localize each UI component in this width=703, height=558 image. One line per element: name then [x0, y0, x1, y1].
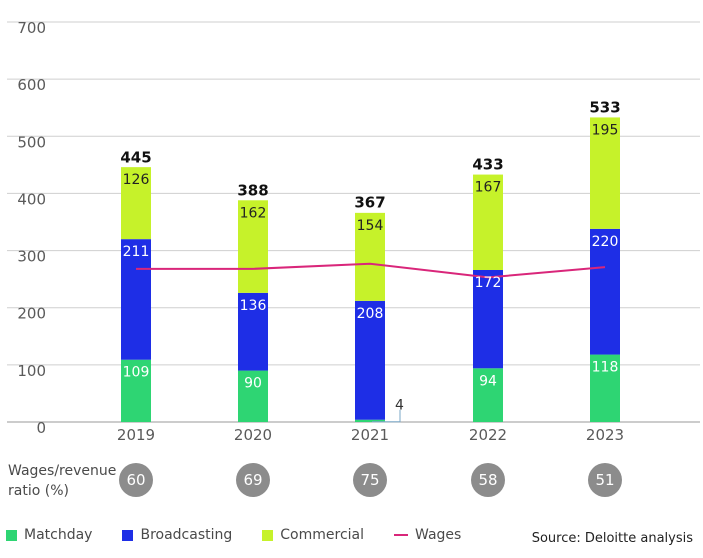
bar-matchday-2023 [590, 354, 620, 422]
legend-item-commercial: Commercial [262, 527, 364, 543]
y-tick-label: 600 [17, 76, 46, 94]
source-note: Source: Deloitte analysis [531, 531, 693, 546]
bar-matchday-2022 [473, 368, 503, 422]
legend-item-broadcasting: Broadcasting [122, 527, 232, 543]
bar-commercial-2023 [590, 117, 620, 229]
callout-line [372, 409, 401, 423]
legend-label-commercial: Commercial [280, 527, 364, 543]
y-tick-label: 700 [17, 19, 46, 37]
total-label: 433 [472, 156, 503, 174]
total-label: 388 [237, 181, 268, 199]
ratio-badge-2023: 51 [588, 463, 622, 497]
bar-broadcasting-2022 [473, 270, 503, 369]
legend-item-matchday: Matchday [6, 527, 92, 543]
wages-line-swatch [394, 534, 408, 536]
value-label-broadcasting: 220 [592, 234, 619, 250]
value-label-broadcasting: 136 [240, 298, 267, 314]
legend: Matchday Broadcasting Commercial Wages [6, 527, 491, 543]
y-axis: 0 100 200 300 400 500 600 700 [17, 19, 46, 437]
value-label-commercial: 154 [357, 218, 384, 234]
x-tick-label: 2022 [469, 426, 507, 444]
y-tick-label: 0 [36, 419, 46, 437]
value-label-matchday: 109 [123, 365, 150, 381]
value-label-matchday: 4 [395, 398, 404, 414]
total-label: 445 [120, 149, 151, 167]
value-label-matchday: 94 [479, 373, 497, 389]
value-label-commercial: 126 [123, 172, 150, 188]
ratio-row-title: Wages/revenue ratio (%) [8, 463, 117, 499]
total-label: 367 [354, 193, 385, 211]
value-label-commercial: 195 [592, 122, 619, 138]
ratio-badge-2021: 75 [353, 463, 387, 497]
y-tick-label: 500 [17, 133, 46, 151]
chart: 0 100 200 300 400 500 600 700 109 211 126 445 90 136… [7, 19, 700, 444]
value-label-broadcasting: 211 [123, 244, 150, 260]
bar-commercial-2019 [121, 167, 151, 240]
bar-matchday-2019 [121, 359, 151, 422]
data-labels: 109 211 126 445 90 136 162 388 4 208 154 367 94 172 16… [120, 98, 621, 423]
value-label-matchday: 90 [244, 376, 262, 392]
bar-broadcasting-2023 [590, 228, 620, 355]
value-label-commercial: 162 [240, 205, 267, 221]
legend-label-wages: Wages [415, 527, 462, 543]
y-tick-label: 400 [17, 190, 46, 208]
value-label-broadcasting: 208 [357, 306, 384, 322]
bar-commercial-2022 [473, 174, 503, 270]
value-label-matchday: 118 [592, 360, 619, 376]
x-tick-label: 2023 [586, 426, 624, 444]
x-tick-label: 2020 [234, 426, 272, 444]
commercial-swatch [262, 529, 274, 541]
x-tick-label: 2019 [117, 426, 155, 444]
value-label-commercial: 167 [475, 180, 502, 196]
value-label-broadcasting: 172 [475, 275, 502, 291]
broadcasting-swatch [122, 529, 134, 541]
bar-matchday-2020 [238, 370, 268, 422]
y-tick-label: 300 [17, 248, 46, 266]
wages-line-path [136, 262, 606, 279]
total-label: 533 [589, 98, 620, 116]
legend-label-broadcasting: Broadcasting [140, 527, 233, 543]
bar-commercial-2020 [238, 200, 268, 293]
bars [121, 117, 620, 422]
bar-matchday-2021 [355, 419, 385, 422]
legend-item-wages: Wages [394, 527, 461, 543]
ratio-badge-2022: 58 [471, 463, 505, 497]
x-tick-label: 2021 [351, 426, 389, 444]
bar-broadcasting-2020 [238, 292, 268, 371]
bar-broadcasting-2019 [121, 239, 151, 360]
matchday-swatch [6, 529, 17, 541]
legend-label-matchday: Matchday [24, 527, 93, 543]
wages-line [136, 262, 606, 279]
x-axis: 2019 2020 2021 2022 2023 [117, 426, 624, 444]
ratio-badge-2020: 69 [236, 463, 270, 497]
bar-broadcasting-2021 [355, 300, 385, 420]
bar-commercial-2021 [355, 212, 385, 301]
y-tick-label: 100 [17, 362, 46, 380]
y-tick-label: 200 [17, 305, 46, 323]
ratio-badge-2019: 60 [119, 463, 153, 497]
